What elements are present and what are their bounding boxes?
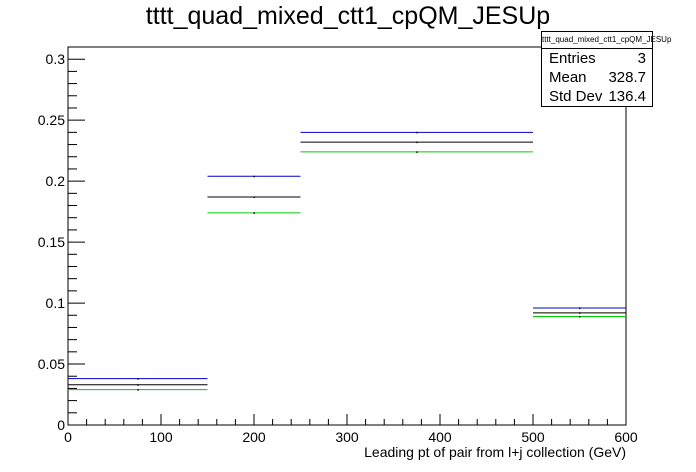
stats-value: 328.7 [608,69,646,86]
stats-value: 136.4 [608,88,646,105]
bin-marker [253,212,255,214]
bin-marker [416,141,418,144]
stats-row-entries: Entries 3 [542,49,652,68]
stats-row-mean: Mean 328.7 [542,68,652,87]
bin-marker [579,312,581,314]
x-axis-label: Leading pt of pair from l+j collection (… [364,444,626,460]
stats-label: Std Dev [549,88,603,105]
x-tick-label: 200 [242,429,266,445]
stats-label: Entries [549,50,596,67]
x-tick-label: 0 [64,429,72,445]
bin-marker [137,389,139,391]
axes [67,46,627,426]
stats-label: Mean [549,69,587,86]
y-tick-label: 0.25 [38,112,65,128]
series-group [68,131,626,391]
bin-marker [416,131,418,134]
bin-marker [137,378,139,380]
x-tick-label: 300 [335,429,359,445]
x-tick-label: 500 [521,429,545,445]
chart-title: tttt_quad_mixed_ctt1_cpQM_JESUp [145,2,551,30]
y-tick-label: 0.15 [38,234,65,250]
y-tick-label: 0.05 [38,356,65,372]
bin-marker [137,384,139,386]
bin-marker [416,151,418,153]
bin-marker [579,307,581,309]
x-tick-label: 400 [428,429,452,445]
stats-box-title: tttt_quad_mixed_ctt1_cpQM_JESUp [542,32,671,49]
bin-marker [253,196,255,198]
tick-labels: 0 100 200 300 400 500 600 0 0.05 0.1 0.15 0.2 0.25 0.… [38,51,638,445]
y-tick-label: 0.2 [46,173,66,189]
stats-box: tttt_quad_mixed_ctt1_cpQM_JESUp Entries … [541,31,671,107]
bin-marker [253,175,255,178]
y-tick-label: 0.3 [46,51,66,67]
stats-value: 3 [637,50,646,67]
y-tick-label: 0.1 [46,295,66,311]
bin-marker [579,315,581,318]
x-tick-label: 600 [614,429,638,445]
y-tick-label: 0 [57,417,65,433]
x-tick-label: 100 [149,429,173,445]
stats-row-stddev: Std Dev 136.4 [542,87,652,106]
